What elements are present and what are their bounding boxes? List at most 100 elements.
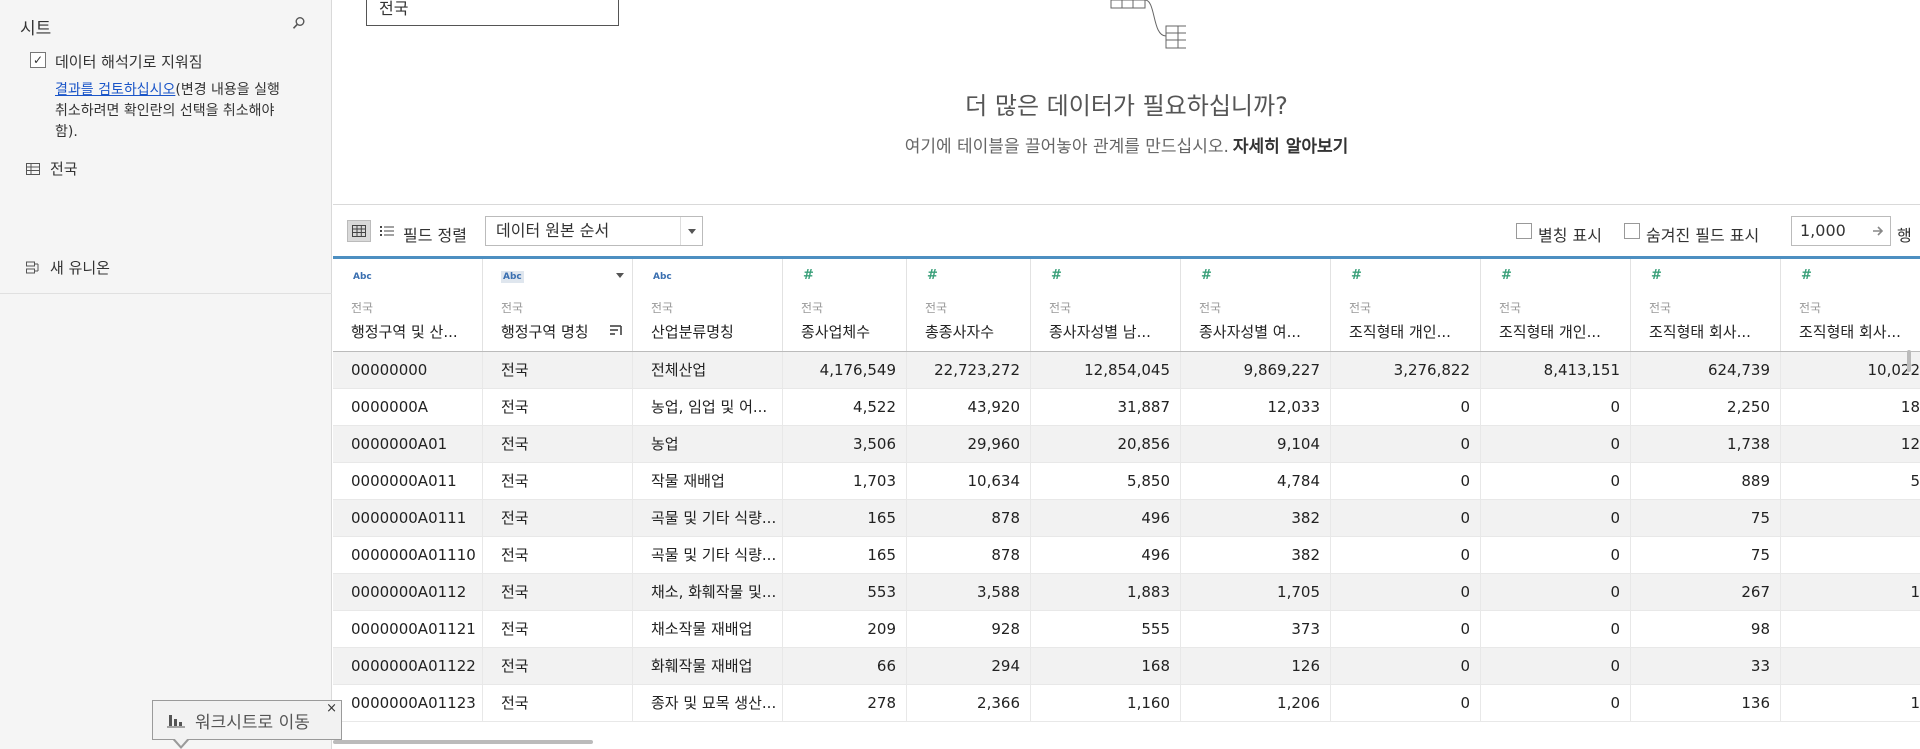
table-cell[interactable]: 0 [1481,500,1631,537]
table-row[interactable]: 0000000A01110 전국 곡물 및 기타 식량... 165 878 496 382… [333,537,1920,574]
table-cell[interactable]: 1,160 [1031,685,1181,722]
table-cell[interactable]: 4,784 [1181,463,1331,500]
table-cell[interactable]: 0 [1331,648,1481,685]
column-header[interactable]: # 전국 조직형태 개인... [1331,259,1481,351]
table-cell[interactable]: 878 [907,537,1031,574]
table-cell[interactable]: 0 [1481,426,1631,463]
table-cell[interactable]: 75 [1631,500,1781,537]
table-cell[interactable]: 624,739 [1631,352,1781,389]
table-cell[interactable]: 136 [1631,685,1781,722]
table-cell[interactable]: 0 [1481,463,1631,500]
table-cell[interactable]: 12,033 [1181,389,1331,426]
table-cell[interactable]: 2,366 [907,685,1031,722]
column-header[interactable]: # 전국 조직형태 회사... [1631,259,1781,351]
table-row[interactable]: 0000000A01121 전국 채소작물 재배업 209 928 555 373 0 0 98 [333,611,1920,648]
grid-view-button[interactable] [347,220,371,242]
table-cell[interactable]: 8,413,151 [1481,352,1631,389]
column-header[interactable]: Abc 전국 산업분류명칭 [633,259,783,351]
table-cell[interactable]: 5 [1781,463,1920,500]
table-row[interactable]: 00000000 전국 전체산업 4,176,549 22,723,272 12,854,… [333,352,1920,389]
table-row[interactable]: 0000000A 전국 농업, 임업 및 어... 4,522 43,920 31,887… [333,389,1920,426]
go-to-worksheet-tooltip[interactable]: 워크시트로 이동 × [152,700,342,740]
table-cell[interactable] [1781,648,1920,685]
table-cell[interactable]: 126 [1181,648,1331,685]
table-cell[interactable]: 294 [907,648,1031,685]
column-header[interactable]: # 전국 종사자성별 여... [1181,259,1331,351]
table-cell[interactable]: 278 [783,685,907,722]
table-cell[interactable]: 31,887 [1031,389,1181,426]
table-cell[interactable]: 0 [1331,500,1481,537]
number-type-icon[interactable]: # [927,268,938,283]
table-cell[interactable]: 1,738 [1631,426,1781,463]
column-header[interactable]: Abc 전국 행정구역 및 산... [333,259,483,351]
column-header[interactable]: # 전국 종사자성별 남... [1031,259,1181,351]
number-type-icon[interactable]: # [1651,268,1662,283]
table-cell[interactable]: 33 [1631,648,1781,685]
table-cell[interactable]: 농업 [633,426,783,463]
sidebar-item-sheet[interactable]: 전국 [26,158,78,179]
table-cell[interactable]: 889 [1631,463,1781,500]
table-cell[interactable]: 928 [907,611,1031,648]
table-cell[interactable]: 0 [1481,648,1631,685]
table-cell[interactable]: 1,705 [1181,574,1331,611]
table-cell[interactable]: 1 [1781,574,1920,611]
table-cell[interactable]: 0000000A0112 [333,574,483,611]
table-cell[interactable]: 0 [1331,426,1481,463]
sort-fields-select[interactable]: 데이터 원본 순서 [485,216,703,246]
table-cell[interactable]: 0000000A01123 [333,685,483,722]
table-cell[interactable]: 3,276,822 [1331,352,1481,389]
table-cell[interactable]: 전국 [483,611,633,648]
table-cell[interactable]: 3,588 [907,574,1031,611]
table-cell[interactable]: 29,960 [907,426,1031,463]
table-cell[interactable]: 9,869,227 [1181,352,1331,389]
table-cell[interactable] [1781,500,1920,537]
table-cell[interactable]: 전국 [483,463,633,500]
horizontal-scrollbar[interactable] [333,740,593,744]
table-cell[interactable]: 0 [1331,574,1481,611]
table-cell[interactable]: 1,883 [1031,574,1181,611]
table-cell[interactable]: 382 [1181,500,1331,537]
table-row[interactable]: 0000000A0112 전국 채소, 화훼작물 및... 553 3,588 1,883… [333,574,1920,611]
table-cell[interactable]: 1 [1781,685,1920,722]
table-cell[interactable]: 553 [783,574,907,611]
list-view-button[interactable] [375,220,399,242]
number-type-icon[interactable]: # [1351,268,1362,283]
table-cell[interactable]: 75 [1631,537,1781,574]
table-cell[interactable]: 0000000A [333,389,483,426]
string-type-icon[interactable]: Abc [653,272,672,282]
column-header[interactable]: # 전국 조직형태 회사... [1781,259,1920,351]
table-cell[interactable]: 전국 [483,537,633,574]
table-cell[interactable]: 1,206 [1181,685,1331,722]
number-type-icon[interactable]: # [803,268,814,283]
column-header[interactable]: # 전국 총종사자수 [907,259,1031,351]
new-union-item[interactable]: 새 유니온 [26,257,110,278]
table-cell[interactable]: 0 [1331,537,1481,574]
table-row[interactable]: 0000000A01 전국 농업 3,506 29,960 20,856 9,104 0 0 1,… [333,426,1920,463]
show-aliases-checkbox[interactable] [1516,223,1532,239]
column-header[interactable]: # 전국 조직형태 개인... [1481,259,1631,351]
review-results-link[interactable]: 결과를 검토하십시오 [55,82,176,98]
table-cell[interactable]: 농업, 임업 및 어... [633,389,783,426]
table-cell[interactable]: 878 [907,500,1031,537]
column-header[interactable]: Abc 전국 행정구역 명칭 [483,259,633,351]
table-cell[interactable]: 9,104 [1181,426,1331,463]
table-cell[interactable]: 0 [1481,685,1631,722]
interpreter-checkbox[interactable]: ✓ [30,52,46,68]
table-cell[interactable]: 43,920 [907,389,1031,426]
table-cell[interactable]: 1,703 [783,463,907,500]
arrow-right-icon[interactable] [1872,224,1886,238]
table-cell[interactable]: 0 [1481,389,1631,426]
table-cell[interactable]: 전국 [483,389,633,426]
table-cell[interactable] [1781,611,1920,648]
table-cell[interactable]: 267 [1631,574,1781,611]
table-cell[interactable]: 0 [1331,611,1481,648]
table-cell[interactable]: 0 [1481,537,1631,574]
table-cell[interactable]: 0000000A01121 [333,611,483,648]
table-cell[interactable]: 전체산업 [633,352,783,389]
table-cell[interactable]: 0000000A0111 [333,500,483,537]
number-type-icon[interactable]: # [1801,268,1812,283]
logical-table-box[interactable]: 전국 [366,0,619,26]
table-cell[interactable]: 10,634 [907,463,1031,500]
chevron-down-icon[interactable] [680,217,702,245]
table-cell[interactable]: 곡물 및 기타 식량... [633,537,783,574]
